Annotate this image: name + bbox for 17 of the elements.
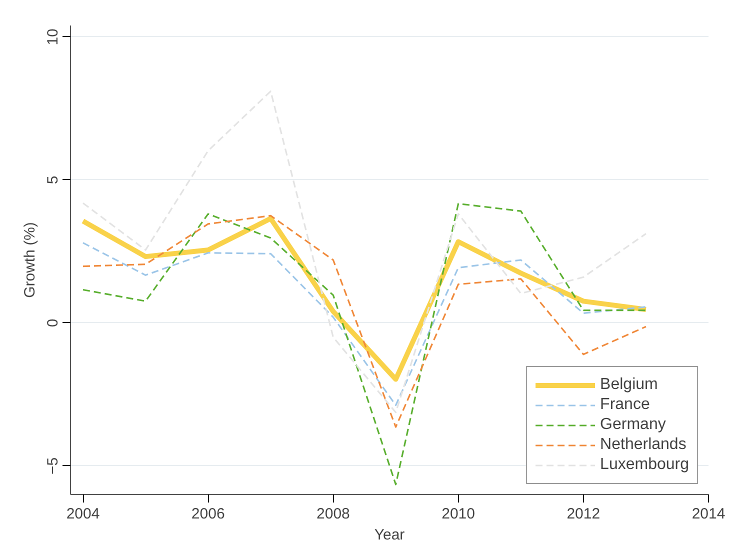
y-tick-label: 10 [44,28,62,46]
x-tick-label: 2006 [191,506,225,522]
x-tick-label: 2014 [692,506,726,522]
y-tick-label: −5 [44,457,62,474]
y-tick-label: 5 [44,176,62,184]
legend-label: Belgium [600,376,658,394]
x-tick-label: 2004 [66,506,100,522]
y-axis-title: Growth (%) [22,222,38,298]
x-tick-label: 2012 [566,506,600,522]
legend-label: Netherlands [600,436,686,454]
x-axis-title: Year [374,526,405,544]
y-tick-label: 0 [44,318,62,328]
x-tick-label: 2008 [316,506,350,522]
x-tick-label: 2010 [442,506,475,522]
legend-label: France [600,396,650,414]
legend-label: Germany [600,416,666,434]
legend-label: Luxembourg [600,456,689,474]
